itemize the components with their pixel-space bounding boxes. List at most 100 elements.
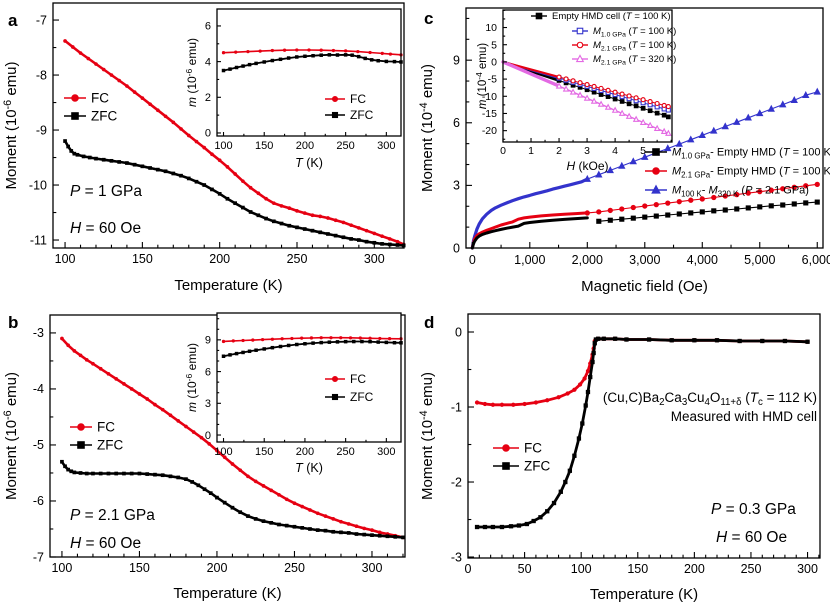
legend: Empty HMD cell (T = 100 K) M1.0 GPa (T = … (531, 11, 676, 66)
svg-text:150: 150 (129, 561, 150, 575)
series-m1-0gpa-dense (470, 216, 589, 250)
panel-a-chart: 100 150 200 250 300 -7 -8 -9 -10 -11 Temperature (… (2, 2, 406, 294)
y-axis-title: m (10-6 emu) (184, 38, 199, 107)
chart-b: 100 150 200 250 300 -3 -4 -5 -6 -7 Temperature (K)… (2, 313, 406, 602)
y-axis-title: Moment (10-4 emu) (418, 372, 436, 500)
x-axis-title: Temperature (K) (173, 585, 281, 602)
svg-text:-4: -4 (33, 382, 44, 396)
series-zfc (221, 53, 403, 73)
legend-label: M1.0 GPa (T = 100 K) (593, 26, 676, 38)
svg-text:4,000: 4,000 (687, 253, 718, 267)
axes-ticks (502, 9, 672, 142)
svg-text:0: 0 (491, 57, 497, 69)
svg-text:0: 0 (453, 241, 460, 255)
svg-text:250: 250 (287, 252, 308, 266)
chart-c-inset: 0 1 2 3 4 5 10 5 0 -5 -10 -15 -20 H (kOe) m (10-4 emu)… (474, 9, 676, 173)
svg-text:5: 5 (640, 145, 646, 157)
svg-text:-8: -8 (36, 68, 47, 82)
svg-text:0: 0 (469, 253, 476, 267)
svg-text:3: 3 (584, 145, 590, 157)
svg-text:3: 3 (453, 179, 460, 193)
svg-text:200: 200 (209, 252, 230, 266)
series-zfc (221, 339, 403, 358)
series-fc (63, 39, 406, 247)
legend-label: M1.0 GPa- Empty HMD (T = 100 K) (672, 147, 830, 161)
svg-text:10: 10 (485, 22, 497, 34)
annotation: P = 1 GPa (70, 183, 142, 200)
svg-text:2: 2 (556, 145, 562, 157)
annotation: P = 2.1 GPa (70, 507, 155, 524)
legend-label: ZFC (91, 109, 117, 124)
plot-frame (216, 8, 402, 137)
tick-labels: 0 1,000 2,000 3,000 4,000 5,000 6,000 0 3 6 9 (453, 53, 830, 267)
tick-labels: 100 150 200 250 300 0 2 4 6 (205, 21, 396, 152)
series-group (501, 60, 672, 136)
svg-text:9: 9 (453, 53, 460, 67)
svg-text:6: 6 (205, 366, 211, 378)
y-axis-title: m (10-6 emu) (184, 343, 199, 412)
svg-text:300: 300 (364, 252, 385, 266)
chart-a: 100 150 200 250 300 -7 -8 -9 -10 -11 Temperature (… (2, 2, 406, 294)
legend-label: M2.1 GPa- Empty HMD (T = 100 K) (672, 166, 830, 180)
legend-label: FC (350, 372, 366, 386)
series-m2-1gpa-320k-dense (501, 60, 561, 88)
plot-frame (467, 313, 821, 559)
tick-labels: 100 150 200 250 300 -3 -4 -5 -6 -7 (33, 326, 383, 575)
legend: FC ZFC (64, 91, 117, 124)
axes-ticks (466, 17, 818, 249)
series-empty-hmd-points (556, 78, 671, 120)
svg-text:200: 200 (684, 562, 705, 576)
legend: FC ZFC (70, 420, 123, 453)
x-axis-title: T (K) (295, 461, 323, 475)
axes-ticks (467, 331, 820, 558)
svg-text:150: 150 (132, 252, 153, 266)
legend-label: ZFC (350, 390, 374, 404)
series-m100k-m320k-dense (470, 177, 589, 250)
svg-text:1,000: 1,000 (514, 253, 545, 267)
svg-text:-3: -3 (33, 326, 44, 340)
plot-frame (52, 2, 405, 249)
svg-text:100: 100 (214, 140, 232, 152)
svg-text:3: 3 (205, 398, 211, 410)
annotation: (Cu,C)Ba2Ca3Cu4O11+δ (Tc = 112 K) (603, 390, 817, 408)
annotation: H = 60 Oe (70, 535, 141, 552)
svg-text:-5: -5 (33, 438, 44, 452)
svg-text:50: 50 (518, 562, 532, 576)
svg-text:4: 4 (612, 145, 618, 157)
panel-letter-b: b (8, 313, 18, 332)
chart-a-inset: 100 150 200 250 300 0 2 4 6 T (K) m (10-6 emu) FC ZF… (184, 8, 403, 170)
tick-labels: 0 1 2 3 4 5 10 5 0 -5 -10 -15 -20 (482, 22, 646, 157)
axes-ticks (50, 332, 404, 558)
svg-text:200: 200 (296, 446, 314, 458)
svg-text:250: 250 (336, 140, 354, 152)
svg-text:100: 100 (214, 446, 232, 458)
svg-text:-1: -1 (451, 400, 462, 414)
legend-label: M2.1 GPa (T = 100 K) (593, 40, 676, 52)
svg-text:5,000: 5,000 (744, 253, 775, 267)
svg-text:100: 100 (55, 252, 76, 266)
series-zfc (60, 459, 405, 540)
plot-frame (216, 312, 402, 443)
x-axis-title: Magnetic field (Oe) (581, 278, 708, 295)
y-axis-title: Moment (10-6 emu) (2, 372, 20, 500)
svg-text:250: 250 (284, 561, 305, 575)
x-axis-title: T (K) (295, 156, 323, 170)
series-m2-1gpa-320k-points (555, 82, 672, 136)
y-axis-title: Moment (10-6 emu) (2, 61, 20, 189)
series-m2-1gpa-points (584, 181, 820, 216)
series-m1-0gpa-points (596, 199, 820, 224)
series-m2-1gpa-100k-points (556, 74, 671, 110)
svg-text:-11: -11 (30, 233, 47, 247)
legend: FC ZFC (325, 372, 374, 404)
legend-label: FC (350, 92, 366, 106)
svg-text:-5: -5 (488, 74, 497, 86)
legend: FC ZFC (493, 441, 550, 474)
svg-text:0: 0 (500, 145, 506, 157)
annotation: H = 60 Oe (70, 220, 141, 237)
svg-text:100: 100 (51, 561, 72, 575)
series-group (470, 87, 821, 250)
svg-text:300: 300 (797, 562, 818, 576)
panel-letter-a: a (8, 11, 18, 30)
series-group (221, 48, 403, 73)
svg-text:0: 0 (455, 325, 462, 339)
